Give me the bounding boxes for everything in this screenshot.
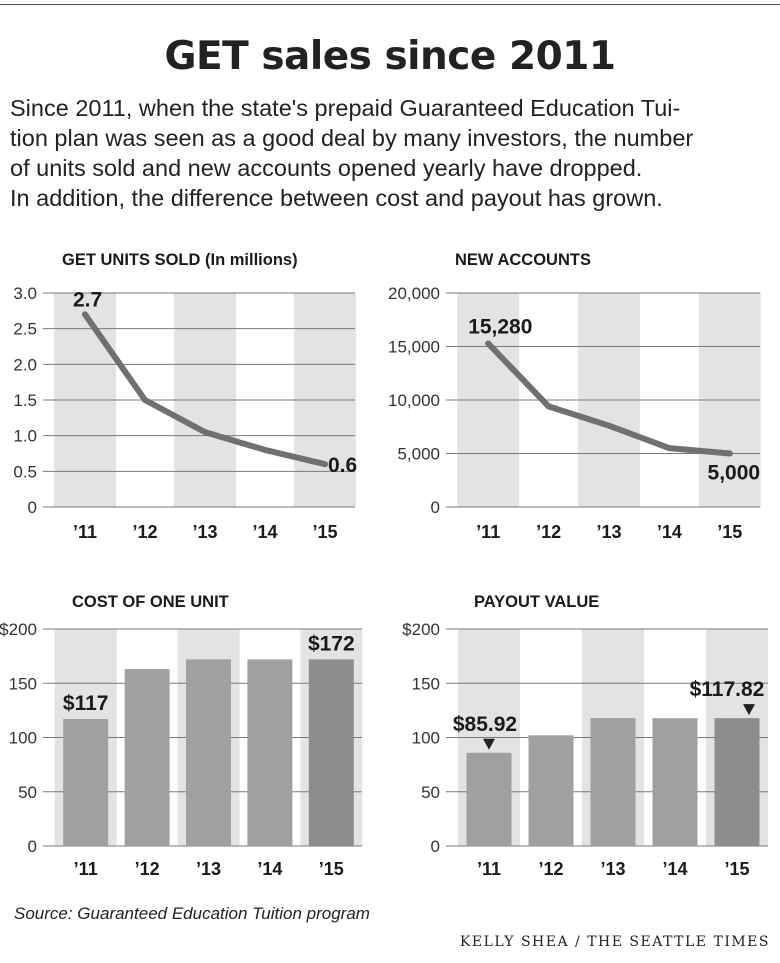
y-tick-label: 10,000 — [388, 391, 440, 410]
x-tick-label: ’14 — [662, 859, 687, 879]
bar — [247, 659, 293, 846]
x-tick-label: ’14 — [257, 859, 282, 879]
x-tick-label: ’11 — [477, 859, 501, 879]
intro-line: tion plan was seen as a good deal by man… — [10, 125, 694, 151]
x-tick-label: ’13 — [596, 522, 621, 542]
y-tick-label: $200 — [0, 620, 37, 639]
x-tick-label: ’13 — [196, 859, 221, 879]
y-tick-label: 0.5 — [13, 462, 37, 481]
x-tick-label: ’15 — [724, 859, 749, 879]
y-tick-label: 0 — [28, 837, 37, 856]
chart-title: PAYOUT VALUE — [474, 593, 599, 611]
x-tick-label: ’14 — [657, 522, 682, 542]
x-tick-label: ’12 — [135, 859, 160, 879]
y-tick-label: 2.5 — [13, 320, 37, 339]
x-tick-label: ’11 — [476, 522, 500, 542]
y-tick-label: 0 — [28, 498, 37, 517]
intro-line: Since 2011, when the state's prepaid Gua… — [10, 95, 681, 121]
x-tick-label: ’15 — [312, 522, 337, 542]
data-label: 5,000 — [708, 462, 761, 485]
data-point — [262, 446, 268, 453]
y-tick-label: 0 — [431, 498, 440, 517]
data-label: 15,280 — [468, 316, 532, 339]
bar — [652, 718, 698, 846]
x-tick-label: ’12 — [132, 522, 157, 542]
intro-line: of units sold and new accounts opened ye… — [10, 155, 643, 181]
bar — [590, 718, 636, 846]
bar — [124, 669, 170, 846]
bar — [63, 719, 109, 846]
data-point — [666, 445, 673, 452]
credit-line: KELLY SHEA / THE SEATTLE TIMES — [459, 934, 770, 950]
y-tick-label: 2.0 — [13, 355, 37, 374]
chart-title: COST OF ONE UNIT — [72, 593, 229, 611]
data-label: 0.6 — [328, 454, 357, 477]
bar — [714, 718, 760, 846]
y-tick-label: 1.0 — [13, 427, 37, 446]
x-tick-label: ’14 — [252, 522, 277, 542]
data-point — [82, 311, 88, 318]
bar — [308, 659, 354, 846]
data-point — [142, 397, 148, 403]
data-label: $117.82 — [690, 678, 765, 701]
data-point — [726, 450, 733, 457]
chart-panel-4: 0 50 100 150 $200 PAYOUT VALUE ’11 ’12 ’13 ’14 ’15… — [402, 593, 768, 879]
pointer-arrow — [483, 738, 495, 750]
y-tick-label: 50 — [421, 783, 440, 802]
y-tick-label: 150 — [9, 674, 37, 693]
data-point — [485, 340, 492, 347]
y-tick-label: 0 — [431, 837, 440, 856]
data-point — [322, 461, 328, 468]
data-label: $172 — [308, 632, 355, 655]
top-rule — [0, 4, 780, 5]
y-tick-label: 50 — [18, 783, 37, 802]
data-point — [545, 403, 552, 410]
chart-title: NEW ACCOUNTS — [455, 251, 591, 269]
chart-panel-1: 0 0.5 1.0 1.5 2.0 2.5 3.0 GET UNITS SOLD (In mi… — [13, 251, 357, 542]
chart-panel-3: 0 50 100 150 $200 COST OF ONE UNIT ’11 ’12 ’13 ’1… — [0, 593, 363, 879]
bar — [466, 752, 512, 846]
x-tick-label: ’15 — [717, 522, 742, 542]
chart-title: GET UNITS SOLD (In millions) — [62, 251, 298, 269]
y-tick-label: 15,000 — [388, 338, 440, 357]
y-tick-label: 3.0 — [13, 284, 37, 303]
intro-line: In addition, the difference between cost… — [10, 185, 663, 211]
chart-panel-2: 0 5,000 10,000 15,000 20,000 NEW ACCOUNTS ’11 ’… — [388, 251, 761, 542]
page-title: GET sales since 2011 — [164, 34, 616, 79]
y-tick-label: 5,000 — [397, 445, 440, 464]
x-tick-label: ’15 — [319, 859, 344, 879]
y-tick-label: 1.5 — [13, 391, 37, 410]
data-label: $85.92 — [453, 713, 517, 736]
x-tick-label: ’11 — [73, 522, 97, 542]
intro-text: Since 2011, when the state's prepaid Gua… — [10, 93, 780, 213]
y-tick-label: $200 — [402, 620, 440, 639]
data-label: 2.7 — [73, 288, 102, 311]
data-label: $117 — [63, 692, 109, 715]
y-tick-label: 150 — [412, 674, 440, 693]
y-tick-label: 100 — [412, 729, 440, 748]
x-tick-label: ’11 — [74, 859, 98, 879]
x-tick-label: ’13 — [600, 859, 625, 879]
x-tick-label: ’12 — [536, 522, 561, 542]
bar — [186, 659, 231, 846]
pointer-arrow — [743, 704, 755, 716]
data-point — [606, 422, 612, 429]
x-tick-label: ’12 — [538, 859, 563, 879]
y-tick-label: 20,000 — [388, 284, 440, 303]
data-point — [202, 429, 208, 436]
source-note: Source: Guaranteed Education Tuition pro… — [14, 904, 370, 923]
y-tick-label: 100 — [9, 729, 37, 748]
bar — [528, 735, 574, 846]
x-tick-label: ’13 — [192, 522, 217, 542]
